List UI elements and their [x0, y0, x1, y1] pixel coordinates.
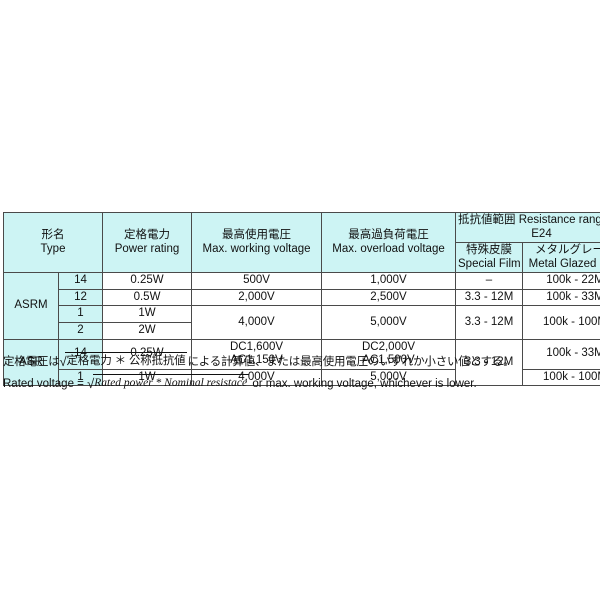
metal-glazed-film-value: 100k - 100M	[522, 368, 600, 387]
header-type-en: Type	[40, 242, 66, 255]
table-row: 1 1W 4,000V 5,000V 3.3 - 12M 100k - 100M	[4, 305, 600, 340]
max-overload-voltage-value: 1,000V	[321, 272, 456, 290]
table-header: 形名 Type 定格電力 Power rating 最高使用電圧 Max. wo…	[3, 211, 600, 274]
footnote-english: Rated voltage = √Rated power * Nominal r…	[3, 373, 597, 394]
radical-sign-icon: √	[59, 354, 67, 369]
table-row: ASRM 14 0.25W 500V 1,000V – 100k - 22M	[3, 272, 600, 340]
max-working-voltage-value: 4,000V	[191, 305, 322, 340]
header-max-working-voltage-jp: 最高使用電圧	[222, 229, 291, 242]
special-film-value: 3.3 - 12M	[455, 288, 523, 307]
metal-glazed-film-value: 100k - 33M	[522, 338, 600, 370]
header-power-rating-en: Power rating	[114, 242, 180, 255]
max-working-voltage-ac: AC1,150V	[230, 354, 283, 367]
header-power-rating: 定格電力 Power rating	[102, 211, 192, 274]
series-label-asr: ASR	[3, 338, 59, 387]
footnote-en-radicand: Rated power * Nominal resistace	[93, 373, 250, 393]
header-max-working-voltage-en: Max. working voltage	[202, 242, 311, 255]
max-working-voltage-value: DC1,600V AC1,150V	[191, 338, 322, 370]
header-power-rating-jp: 定格電力	[124, 229, 170, 242]
series-label-asrm: ASRM	[3, 272, 59, 340]
footnote-jp-prefix: 定格電圧は	[3, 356, 60, 368]
header-type: 形名 Type	[3, 211, 103, 274]
header-max-overload-voltage-en: Max. overload voltage	[332, 242, 445, 255]
footnote-en-prefix: Rated voltage =	[3, 377, 88, 390]
header-metal-glazed-film: メタルグレーズ Metal Glazed Film	[522, 242, 600, 274]
power-rating-value: 1W	[102, 368, 192, 387]
type-code: 12	[58, 288, 103, 307]
max-overload-voltage-value: 5,000V	[321, 368, 456, 387]
table-row: ASR 14 0.25W DC1,600V AC1,150V DC2,000V …	[3, 338, 600, 387]
special-film-value: 3.3 - 12M	[455, 305, 523, 340]
table-row: 12 0.5W 2,000V 2,500V 3.3 - 12M 100k - 3…	[4, 288, 600, 307]
header-special-film: 特殊皮膜 Special Film	[455, 242, 523, 274]
table-row: 1 1W 4,000V 5,000V 100k - 100M	[4, 368, 600, 387]
type-code: 2	[58, 321, 103, 340]
max-overload-voltage-ac: AC1,500V	[362, 354, 415, 367]
footnotes: 定格電圧は√定格電力 ＊ 公称抵抗値 による計算値、または最高使用電圧のいずれか小…	[3, 352, 597, 394]
power-rating-value: 0.25W	[102, 338, 192, 370]
type-code: 1	[58, 305, 103, 323]
max-working-voltage-dc: DC1,600V	[229, 340, 284, 353]
table-row: 2 2W	[4, 321, 600, 340]
special-film-value: –	[455, 272, 523, 290]
max-working-voltage-value: 2,000V	[191, 288, 322, 307]
type-code: 14	[58, 272, 103, 290]
max-overload-voltage-value: 2,500V	[321, 288, 456, 307]
header-type-jp: 形名	[41, 229, 65, 242]
footnote-jp-radical: √定格電力 ＊ 公称抵抗値	[60, 352, 188, 372]
table-body: ASRM 14 0.25W 500V 1,000V – 100k - 22M 1…	[3, 272, 600, 387]
max-overload-voltage-value: 5,000V	[321, 305, 456, 340]
max-working-voltage-value: 4,000V	[191, 368, 322, 387]
max-overload-voltage-dc: DC2,000V	[361, 340, 416, 353]
metal-glazed-film-value: 100k - 33M	[522, 288, 600, 307]
header-resistance-range-line1: 抵抗値範囲 Resistance range (Ω)	[458, 214, 600, 226]
header-metal-glazed-film-en: Metal Glazed Film	[528, 257, 600, 270]
power-rating-value: 1W	[102, 305, 192, 323]
radical-sign-icon: √	[87, 375, 95, 391]
header-metal-glazed-film-jp: メタルグレーズ	[535, 244, 600, 257]
footnote-jp-radicand: 定格電力 ＊ 公称抵抗値	[65, 352, 188, 371]
specification-table-container: 形名 Type 定格電力 Power rating 最高使用電圧 Max. wo…	[3, 211, 600, 387]
type-code: 14	[58, 338, 103, 370]
header-special-film-en: Special Film	[458, 257, 521, 270]
footnote-japanese: 定格電圧は√定格電力 ＊ 公称抵抗値 による計算値、または最高使用電圧のいずれか小…	[3, 352, 597, 372]
header-resistance-range-line2: E24	[531, 227, 552, 240]
footnote-en-radical: √Rated power * Nominal resistace	[87, 373, 250, 394]
header-resistance-range: 抵抗値範囲 Resistance range (Ω) E24	[455, 211, 600, 244]
footnote-en-suffix: or max. working voltage, whichever is lo…	[249, 377, 477, 390]
metal-glazed-film-value: 100k - 22M	[522, 272, 600, 290]
metal-glazed-film-value: 100k - 100M	[522, 305, 600, 340]
header-max-working-voltage: 最高使用電圧 Max. working voltage	[191, 211, 322, 274]
power-rating-value: 0.25W	[102, 272, 192, 290]
power-rating-value: 2W	[102, 321, 192, 340]
footnote-jp-suffix: による計算値、または最高使用電圧のいずれか小さい値とする。	[187, 356, 515, 368]
special-film-value: 3.3 - 12M	[455, 338, 523, 387]
header-row-sub: 特殊皮膜 Special Film メタルグレーズ Metal Glazed F…	[4, 242, 600, 274]
header-max-overload-voltage-jp: 最高過負荷電圧	[348, 229, 429, 242]
specification-table: 形名 Type 定格電力 Power rating 最高使用電圧 Max. wo…	[3, 211, 600, 387]
header-row-top: 形名 Type 定格電力 Power rating 最高使用電圧 Max. wo…	[3, 211, 600, 274]
max-overload-voltage-value: DC2,000V AC1,500V	[321, 338, 456, 370]
power-rating-value: 0.5W	[102, 288, 192, 307]
max-working-voltage-value: 500V	[191, 272, 322, 290]
header-special-film-jp: 特殊皮膜	[466, 244, 512, 257]
header-max-overload-voltage: 最高過負荷電圧 Max. overload voltage	[321, 211, 456, 274]
type-code: 1	[58, 368, 103, 387]
